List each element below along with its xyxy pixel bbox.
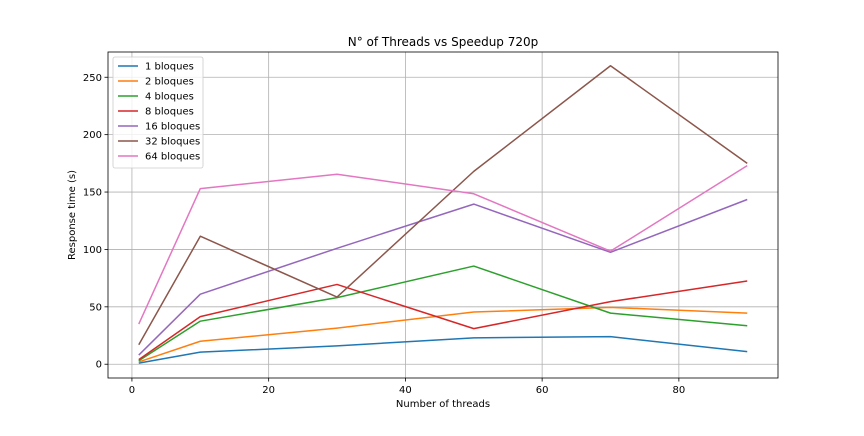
- legend-label: 4 bloques: [145, 92, 194, 103]
- legend: 1 bloques 2 bloques 4 bloques 8 bloques 16 b…: [112, 56, 204, 169]
- series-line-4: [138, 280, 748, 361]
- axis-ticks: 0 20 40 60 80 0 50 100 150 200 250: [83, 73, 685, 396]
- x-tick-label: 80: [673, 385, 686, 396]
- y-axis-label: Response time (s): [67, 170, 78, 260]
- series-line-5: [138, 198, 748, 356]
- plot-frame: [107, 51, 779, 379]
- series-line-2: [138, 306, 748, 363]
- series-line-3: [138, 265, 748, 362]
- legend-label: 8 bloques: [145, 107, 194, 118]
- y-tick-label: 250: [83, 73, 102, 84]
- y-tick-label: 50: [89, 302, 102, 313]
- legend-label: 32 bloques: [145, 137, 200, 148]
- grid: [108, 52, 778, 378]
- y-tick-label: 100: [83, 245, 102, 256]
- series-line-6: [138, 65, 748, 346]
- series-lines: [138, 65, 748, 364]
- x-tick-label: 0: [129, 385, 135, 396]
- series-line-1: [138, 335, 748, 364]
- chart-title: N° of Threads vs Speedup 720p: [348, 35, 539, 49]
- x-tick-label: 60: [536, 385, 549, 396]
- x-axis-label: Number of threads: [396, 399, 490, 410]
- y-tick-label: 200: [83, 130, 102, 141]
- legend-label: 64 bloques: [145, 152, 200, 163]
- legend-label: 2 bloques: [145, 77, 194, 88]
- legend-label: 16 bloques: [145, 122, 200, 133]
- series-line-7: [138, 165, 748, 325]
- y-tick-label: 0: [96, 360, 102, 371]
- x-tick-label: 20: [262, 385, 275, 396]
- y-tick-label: 150: [83, 188, 102, 199]
- legend-label: 1 bloques: [145, 62, 194, 73]
- x-tick-label: 40: [399, 385, 412, 396]
